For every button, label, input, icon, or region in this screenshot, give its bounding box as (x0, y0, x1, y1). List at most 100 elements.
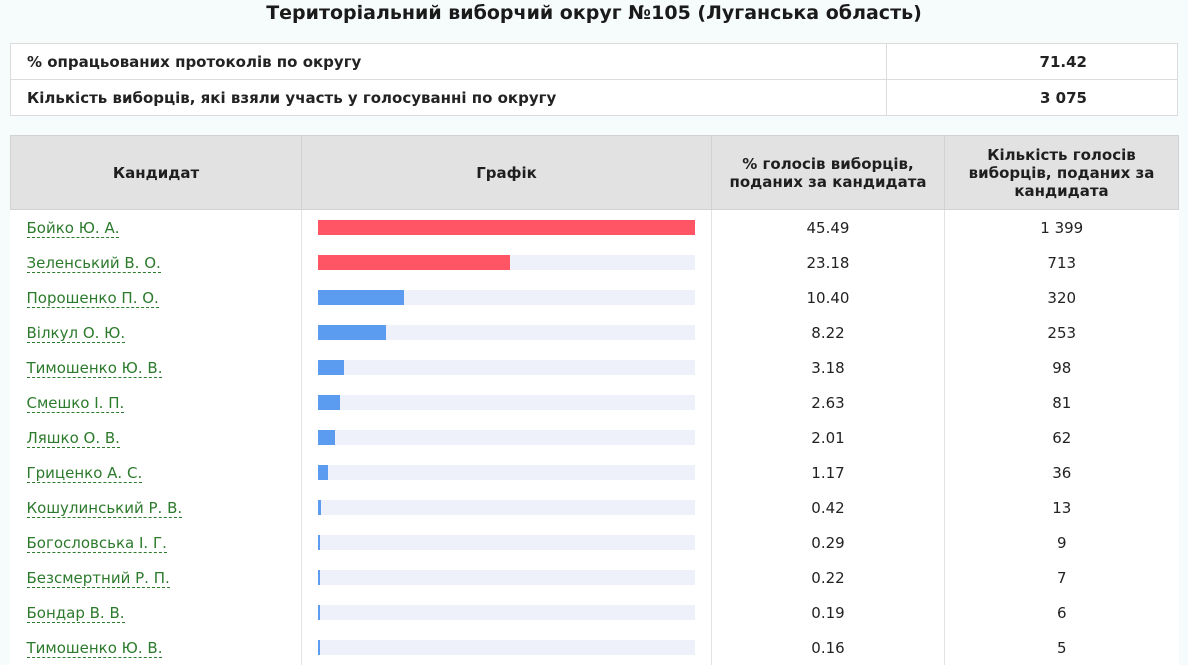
summary-row-turnout: Кількість виборців, які взяли участь у г… (11, 80, 1178, 116)
candidate-link[interactable]: Порошенко П. О. (27, 289, 159, 308)
candidate-link[interactable]: Безсмертний Р. П. (27, 569, 170, 588)
votes-cell: 713 (945, 245, 1179, 280)
chart-cell (302, 490, 712, 525)
bar-track (318, 500, 695, 515)
chart-cell (302, 560, 712, 595)
vote-bar (318, 255, 510, 270)
votes-cell: 81 (945, 385, 1179, 420)
bar-track (318, 535, 695, 550)
vote-bar (318, 360, 344, 375)
candidate-link[interactable]: Тимошенко Ю. В. (27, 639, 163, 658)
votes-cell: 98 (945, 350, 1179, 385)
vote-bar (318, 430, 335, 445)
candidate-cell: Смешко І. П. (11, 385, 302, 420)
vote-bar (318, 500, 321, 515)
chart-cell (302, 420, 712, 455)
chart-cell (302, 280, 712, 315)
vote-bar (318, 465, 328, 480)
bar-track (318, 290, 695, 305)
percent-cell: 0.29 (712, 525, 945, 560)
candidate-cell: Безсмертний Р. П. (11, 560, 302, 595)
candidate-cell: Тимошенко Ю. В. (11, 350, 302, 385)
votes-cell: 6 (945, 595, 1179, 630)
chart-cell (302, 385, 712, 420)
candidate-link[interactable]: Зеленський В. О. (27, 254, 161, 273)
vote-bar (318, 535, 320, 550)
chart-cell (302, 630, 712, 665)
percent-cell: 1.17 (712, 455, 945, 490)
candidate-link[interactable]: Смешко І. П. (27, 394, 125, 413)
percent-cell: 10.40 (712, 280, 945, 315)
summary-table: % опрацьованих протоколів по округу 71.4… (10, 43, 1178, 116)
bar-track (318, 255, 695, 270)
candidate-link[interactable]: Ляшко О. В. (27, 429, 120, 448)
vote-bar (318, 570, 320, 585)
vote-bar (318, 640, 320, 655)
candidate-link[interactable]: Богословська І. Г. (27, 534, 167, 553)
percent-cell: 3.18 (712, 350, 945, 385)
votes-cell: 253 (945, 315, 1179, 350)
header-percent: % голосів виборців, поданих за кандидата (712, 136, 945, 210)
candidate-cell: Зеленський В. О. (11, 245, 302, 280)
summary-value: 71.42 (887, 44, 1178, 80)
summary-row-processed: % опрацьованих протоколів по округу 71.4… (11, 44, 1178, 80)
bar-track (318, 570, 695, 585)
percent-cell: 2.63 (712, 385, 945, 420)
results-table: Кандидат Графік % голосів виборців, пода… (10, 135, 1179, 665)
results-header-row: Кандидат Графік % голосів виборців, пода… (11, 136, 1179, 210)
votes-cell: 320 (945, 280, 1179, 315)
percent-cell: 23.18 (712, 245, 945, 280)
summary-label: % опрацьованих протоколів по округу (11, 44, 887, 80)
votes-cell: 36 (945, 455, 1179, 490)
chart-cell (302, 455, 712, 490)
candidate-cell: Ляшко О. В. (11, 420, 302, 455)
chart-cell (302, 245, 712, 280)
percent-cell: 45.49 (712, 210, 945, 246)
percent-cell: 8.22 (712, 315, 945, 350)
bar-track (318, 430, 695, 445)
vote-bar (318, 395, 340, 410)
candidate-link[interactable]: Кошулинський Р. В. (27, 499, 183, 518)
chart-cell (302, 315, 712, 350)
candidate-cell: Порошенко П. О. (11, 280, 302, 315)
percent-cell: 0.16 (712, 630, 945, 665)
percent-cell: 0.22 (712, 560, 945, 595)
chart-cell (302, 595, 712, 630)
vote-bar (318, 220, 695, 235)
vote-bar (318, 290, 404, 305)
summary-value: 3 075 (887, 80, 1178, 116)
candidate-cell: Тимошенко Ю. В. (11, 630, 302, 665)
candidate-cell: Бойко Ю. А. (11, 210, 302, 246)
bar-track (318, 360, 695, 375)
percent-cell: 2.01 (712, 420, 945, 455)
votes-cell: 5 (945, 630, 1179, 665)
candidate-cell: Вілкул О. Ю. (11, 315, 302, 350)
bar-track (318, 640, 695, 655)
candidate-link[interactable]: Гриценко А. С. (27, 464, 143, 483)
percent-cell: 0.19 (712, 595, 945, 630)
bar-track (318, 325, 695, 340)
candidate-link[interactable]: Вілкул О. Ю. (27, 324, 126, 343)
bar-track (318, 395, 695, 410)
bar-track (318, 605, 695, 620)
header-chart: Графік (302, 136, 712, 210)
percent-cell: 0.42 (712, 490, 945, 525)
candidate-link[interactable]: Бойко Ю. А. (27, 219, 120, 238)
chart-cell (302, 210, 712, 246)
header-count: Кількість голосів виборців, поданих за к… (945, 136, 1179, 210)
candidate-cell: Кошулинський Р. В. (11, 490, 302, 525)
candidate-link[interactable]: Бондар В. В. (27, 604, 125, 623)
candidate-link[interactable]: Тимошенко Ю. В. (27, 359, 163, 378)
